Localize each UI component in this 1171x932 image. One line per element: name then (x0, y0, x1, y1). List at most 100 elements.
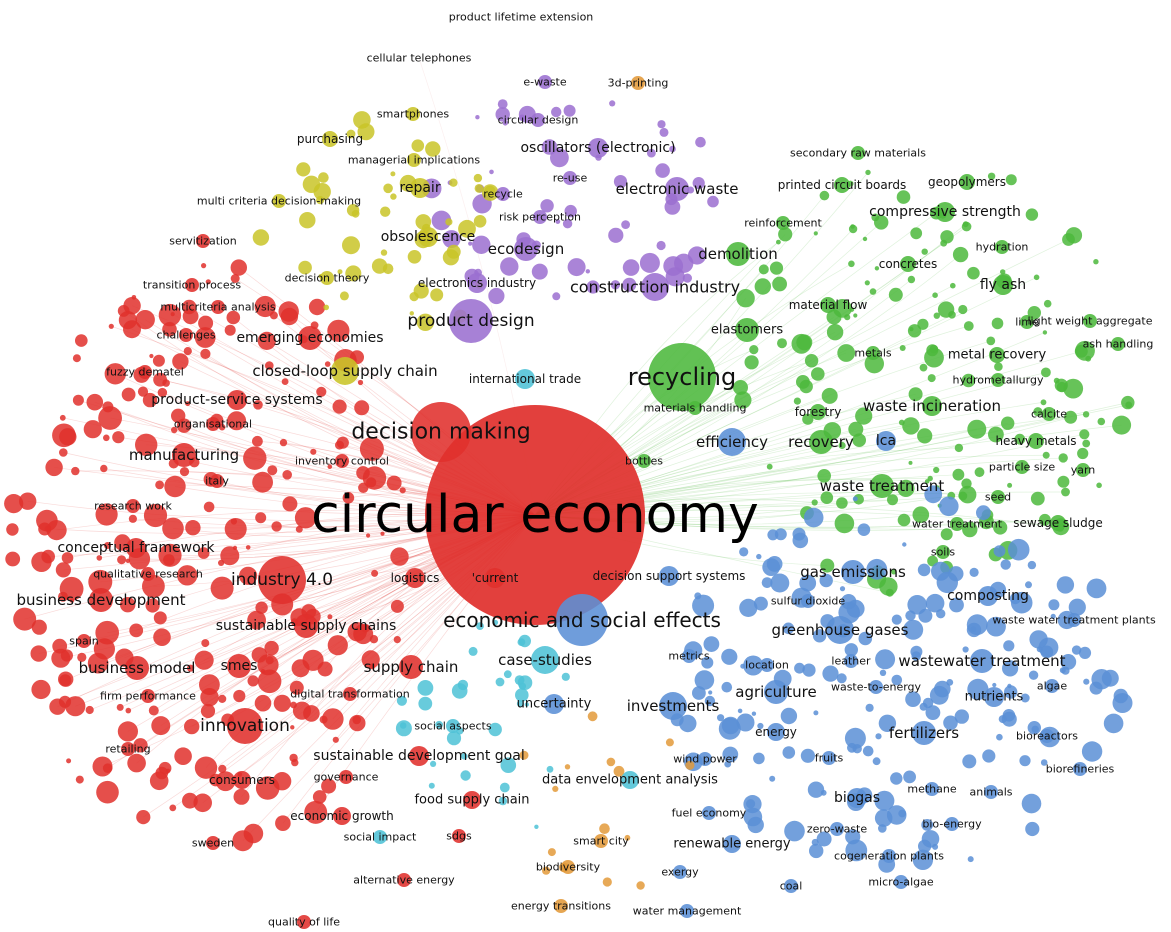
keyword-node[interactable] (993, 275, 1013, 295)
keyword-label[interactable]: printed circuit boards (778, 178, 907, 192)
keyword-label[interactable]: biorefineries (1046, 763, 1115, 776)
keyword-node[interactable] (1028, 433, 1044, 449)
keyword-node[interactable] (698, 752, 712, 766)
keyword-label[interactable]: business development (16, 591, 185, 609)
keyword-node[interactable] (659, 566, 679, 586)
keyword-label[interactable]: metals (854, 347, 892, 360)
keyword-label[interactable]: waste water treatment plants (992, 614, 1156, 627)
keyword-label[interactable]: materials handling (644, 402, 747, 415)
keyword-node[interactable] (409, 746, 429, 766)
keyword-node[interactable] (726, 242, 750, 266)
keyword-node[interactable] (373, 830, 387, 844)
keyword-label[interactable]: servitization (169, 235, 237, 248)
keyword-label[interactable]: 'current (472, 571, 519, 585)
keyword-node[interactable] (77, 634, 91, 648)
keyword-label[interactable]: wastewater treatment (898, 652, 1065, 670)
keyword-label[interactable]: purchasing (297, 132, 363, 146)
keyword-node[interactable] (121, 742, 135, 756)
keyword-node[interactable] (801, 594, 815, 608)
keyword-node[interactable] (809, 430, 833, 454)
keyword-node[interactable] (179, 328, 193, 342)
keyword-label[interactable]: smartphones (377, 108, 449, 121)
keyword-label[interactable]: greenhouse gases (772, 621, 909, 639)
keyword-label[interactable]: waste treatment (820, 477, 945, 495)
keyword-node[interactable] (935, 202, 955, 222)
keyword-node[interactable] (425, 405, 645, 625)
keyword-label[interactable]: agriculture (735, 683, 816, 701)
keyword-label[interactable]: ash handling (1083, 338, 1154, 351)
keyword-node[interactable] (407, 153, 421, 167)
keyword-node[interactable] (1042, 407, 1056, 421)
keyword-label[interactable]: calcite (1031, 408, 1067, 421)
keyword-label[interactable]: organisational (174, 418, 252, 431)
keyword-label[interactable]: re-use (553, 172, 588, 185)
keyword-label[interactable]: animals (969, 786, 1012, 799)
keyword-node[interactable] (822, 751, 836, 765)
keyword-node[interactable] (869, 680, 883, 694)
keyword-label[interactable]: waste incineration (863, 397, 1001, 415)
keyword-label[interactable]: bottles (625, 455, 663, 468)
keyword-label[interactable]: geopolymers (928, 175, 1006, 189)
keyword-label[interactable]: smart city (573, 835, 629, 848)
keyword-label[interactable]: sweden (192, 837, 234, 850)
keyword-node[interactable] (272, 194, 286, 208)
keyword-label[interactable]: algae (1037, 680, 1068, 693)
keyword-label[interactable]: light weight aggregate (1027, 315, 1152, 328)
keyword-label[interactable]: efficiency (696, 433, 768, 451)
keyword-node[interactable] (211, 300, 225, 314)
keyword-node[interactable] (89, 588, 113, 612)
keyword-label[interactable]: micro-algae (868, 876, 934, 889)
keyword-label[interactable]: firm performance (100, 690, 196, 703)
keyword-node[interactable] (233, 771, 251, 789)
keyword-node[interactable] (514, 237, 538, 261)
keyword-label[interactable]: product-service systems (151, 392, 322, 408)
keyword-node[interactable] (298, 326, 322, 350)
keyword-label[interactable]: smes (221, 658, 258, 674)
keyword-label[interactable]: spain (69, 635, 99, 648)
keyword-label[interactable]: circular design (498, 114, 579, 127)
keyword-node[interactable] (682, 649, 696, 663)
keyword-node[interactable] (641, 273, 669, 301)
keyword-node[interactable] (556, 594, 608, 646)
keyword-node[interactable] (399, 655, 423, 679)
keyword-node[interactable] (463, 791, 481, 809)
keyword-label[interactable]: economic growth (290, 809, 393, 823)
keyword-node[interactable] (1020, 315, 1034, 329)
keyword-node[interactable] (882, 849, 896, 863)
keyword-node[interactable] (339, 770, 353, 784)
keyword-label[interactable]: fuzzy dematel (106, 366, 184, 379)
keyword-node[interactable] (141, 567, 155, 581)
keyword-node[interactable] (588, 138, 608, 158)
keyword-node[interactable] (659, 692, 687, 720)
keyword-label[interactable]: decision making (351, 420, 530, 445)
keyword-node[interactable] (1067, 613, 1081, 627)
keyword-node[interactable] (950, 517, 964, 531)
keyword-label[interactable]: emerging economies (236, 330, 383, 346)
keyword-node[interactable] (294, 614, 318, 638)
keyword-label[interactable]: biodiversity (536, 861, 601, 874)
keyword-node[interactable] (1040, 729, 1054, 743)
keyword-node[interactable] (406, 107, 420, 121)
keyword-label[interactable]: decision theory (285, 272, 370, 285)
keyword-label[interactable]: social impact (344, 831, 417, 844)
keyword-node[interactable] (673, 865, 687, 879)
keyword-node[interactable] (810, 404, 826, 420)
keyword-label[interactable]: coal (780, 880, 803, 893)
keyword-node[interactable] (258, 556, 306, 604)
keyword-node[interactable] (320, 271, 334, 285)
keyword-node[interactable] (866, 346, 880, 360)
keyword-label[interactable]: repair (399, 180, 440, 196)
keyword-node[interactable] (172, 443, 196, 467)
keyword-label[interactable]: circular economy (311, 485, 759, 545)
keyword-node[interactable] (925, 782, 939, 796)
keyword-label[interactable]: risk perception (499, 211, 581, 224)
keyword-node[interactable] (335, 454, 349, 468)
keyword-label[interactable]: yarn (1071, 464, 1096, 477)
keyword-label[interactable]: concretes (879, 257, 938, 271)
keyword-node[interactable] (995, 240, 1009, 254)
keyword-label[interactable]: retailing (105, 743, 150, 756)
keyword-label[interactable]: waste-to-energy (831, 681, 922, 694)
keyword-node[interactable] (210, 474, 224, 488)
keyword-label[interactable]: lca (876, 433, 896, 449)
keyword-node[interactable] (331, 357, 359, 385)
